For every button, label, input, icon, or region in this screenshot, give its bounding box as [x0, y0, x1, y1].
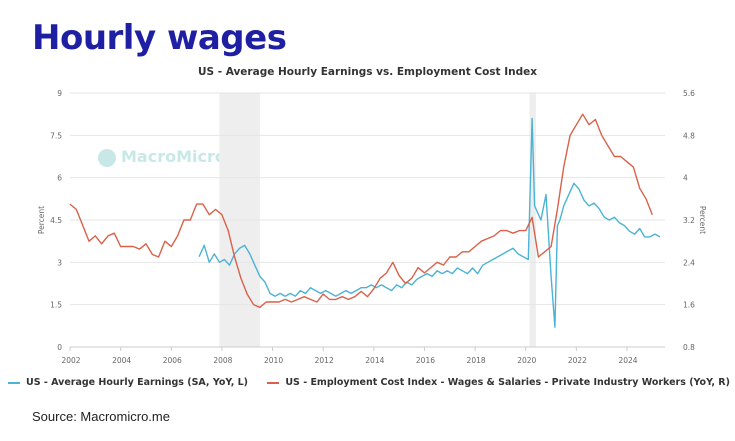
legend: US - Average Hourly Earnings (SA, YoY, L… [0, 377, 735, 388]
x-tick-label: 2016 [416, 356, 435, 365]
series-line-hourly-earnings [198, 117, 661, 328]
x-tick-label: 2008 [213, 356, 232, 365]
legend-label-hourly: US - Average Hourly Earnings (SA, YoY, L… [26, 377, 249, 388]
y-left-tick-label: 4.5 [50, 216, 62, 225]
x-tick-label: 2024 [618, 356, 637, 365]
macromicro-logo-icon [98, 148, 116, 167]
y-right-tick-label: 4.8 [683, 131, 695, 140]
y-left-tick-label: 9 [57, 89, 62, 98]
legend-item-hourly[interactable]: US - Average Hourly Earnings (SA, YoY, L… [8, 377, 248, 388]
y-left-tick-label: 0 [57, 343, 62, 352]
x-tick-label: 2012 [315, 356, 334, 365]
x-tick-label: 2020 [517, 356, 536, 365]
x-tick-label: 2022 [568, 356, 587, 365]
y-right-tick-label: 3.2 [683, 216, 695, 225]
x-tick-label: 2006 [163, 356, 182, 365]
y-right-axis-title: Percent [698, 206, 707, 234]
y-left-tick-label: 1.5 [50, 301, 62, 310]
y-left-tick-label: 6 [57, 174, 62, 183]
y-right-tick-label: 0.8 [683, 343, 695, 352]
legend-label-eci: US - Employment Cost Index - Wages & Sal… [285, 377, 730, 388]
slide-title: Hourly wages [32, 18, 287, 58]
series-line-eci [69, 113, 653, 308]
y-right-tick-label: 1.6 [683, 301, 695, 310]
legend-swatch-hourly [8, 381, 20, 384]
source-note: Source: Macromicro.me [32, 409, 170, 424]
y-left-tick-label: 3 [57, 258, 62, 267]
y-left-tick-label: 7.5 [50, 131, 62, 140]
x-tick-label: 2010 [264, 356, 283, 365]
y-right-tick-label: 4 [683, 174, 688, 183]
x-tick-label: 2004 [112, 356, 131, 365]
x-tick-label: 2014 [365, 356, 384, 365]
x-tick-label: 2018 [467, 356, 486, 365]
y-right-tick-label: 5.6 [683, 89, 695, 98]
watermark: MacroMicro [98, 147, 226, 167]
y-left-axis-title: Percent [37, 206, 46, 234]
legend-item-eci[interactable]: US - Employment Cost Index - Wages & Sal… [267, 377, 730, 388]
watermark-text: MacroMicro [121, 147, 226, 166]
x-tick-label: 2002 [61, 356, 80, 365]
legend-swatch-eci [267, 381, 280, 384]
y-right-tick-label: 2.4 [683, 258, 695, 267]
chart-title: US - Average Hourly Earnings vs. Employm… [197, 66, 538, 78]
